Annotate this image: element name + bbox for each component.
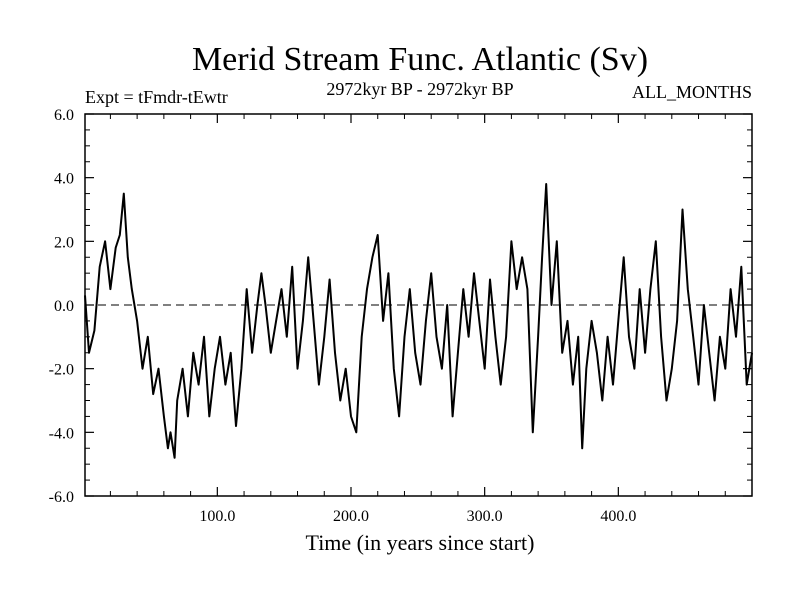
x-tick-label: 400.0 (600, 508, 636, 525)
expt-label: Expt = tFmdr-tEwtr (85, 87, 228, 107)
season-label: ALL_MONTHS (632, 82, 752, 102)
x-axis-label: Time (in years since start) (306, 530, 535, 555)
y-tick-label: -6.0 (49, 489, 74, 506)
y-tick-label: 0.0 (54, 298, 74, 315)
y-tick-label: -2.0 (49, 362, 74, 379)
y-tick-label: 2.0 (54, 234, 74, 251)
series-line (84, 183, 753, 459)
chart-title: Merid Stream Func. Atlantic (Sv) (192, 41, 648, 78)
period-label: 2972kyr BP - 2972kyr BP (326, 79, 513, 99)
x-axis: 100.0 200.0 300.0 400.0 (109, 114, 726, 525)
x-tick-label: 100.0 (199, 508, 235, 525)
y-axis: 6.0 4.0 2.0 0.0 -2.0 -4.0 -6.0 (49, 107, 752, 506)
x-tick-label: 300.0 (467, 508, 503, 525)
y-tick-label: 6.0 (54, 107, 74, 124)
x-tick-label: 200.0 (333, 508, 369, 525)
y-tick-label: -4.0 (49, 425, 74, 442)
y-tick-label: 4.0 (54, 171, 74, 188)
